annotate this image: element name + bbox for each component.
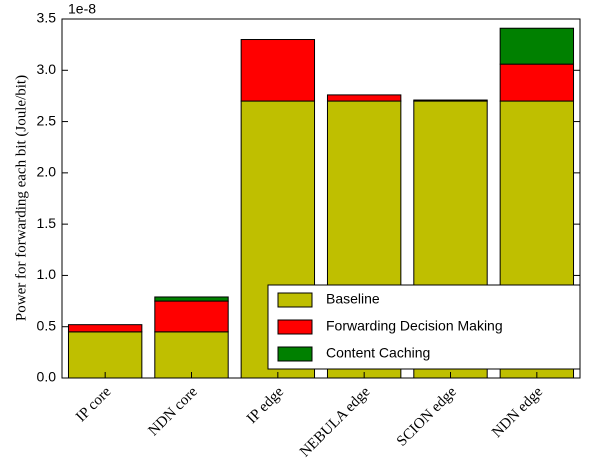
- y-offset-label: 1e-8: [68, 1, 96, 17]
- bar-segment: [154, 300, 229, 333]
- x-tick-label: NEBULA edge: [297, 384, 374, 461]
- bar-segment: [326, 94, 402, 102]
- y-tick-label: 1.0: [37, 266, 57, 282]
- y-tick-label: 0.5: [37, 317, 57, 333]
- legend-label: Forwarding Decision Making: [326, 318, 503, 334]
- y-tick-label: 2.0: [37, 164, 57, 180]
- y-tick-label: 3.0: [37, 61, 57, 77]
- legend-box: [267, 284, 581, 370]
- y-tick-label: 2.5: [37, 112, 57, 128]
- bar-segment: [240, 39, 316, 102]
- legend-label: Content Caching: [326, 345, 430, 361]
- bar-segment: [154, 296, 229, 302]
- x-tick-label: NDN edge: [489, 384, 546, 441]
- bar-segment: [499, 27, 575, 65]
- plot-frame: [61, 18, 581, 379]
- bar-segment: [67, 324, 143, 333]
- x-tick-label: NDN core: [146, 384, 201, 439]
- bar-segment: [499, 63, 575, 102]
- x-tick-label: IP edge: [244, 384, 287, 427]
- legend-swatch: [277, 319, 313, 335]
- bar-segment: [154, 331, 229, 379]
- x-tick-label: SCION edge: [394, 384, 460, 450]
- y-tick-label: 3.5: [37, 10, 57, 26]
- y-tick-label: 0.0: [37, 369, 57, 385]
- x-tick-label: IP core: [73, 384, 114, 425]
- legend-swatch: [277, 346, 313, 362]
- legend-label: Baseline: [326, 291, 380, 307]
- y-axis-label: Power for forwarding each bit (Joule/bit…: [13, 75, 29, 321]
- bar-segment: [67, 331, 143, 379]
- legend-swatch: [277, 292, 313, 308]
- bar-segment: [413, 99, 488, 102]
- y-tick-label: 1.5: [37, 215, 57, 231]
